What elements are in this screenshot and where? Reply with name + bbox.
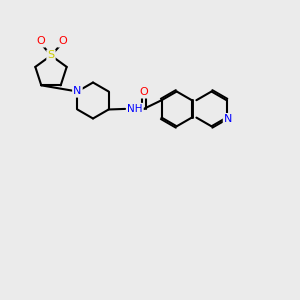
Text: O: O — [139, 87, 148, 98]
Text: O: O — [36, 36, 45, 46]
Text: NH: NH — [127, 104, 143, 114]
Text: O: O — [58, 36, 67, 46]
Text: N: N — [224, 114, 232, 124]
Text: S: S — [47, 50, 55, 61]
Text: N: N — [73, 86, 82, 97]
